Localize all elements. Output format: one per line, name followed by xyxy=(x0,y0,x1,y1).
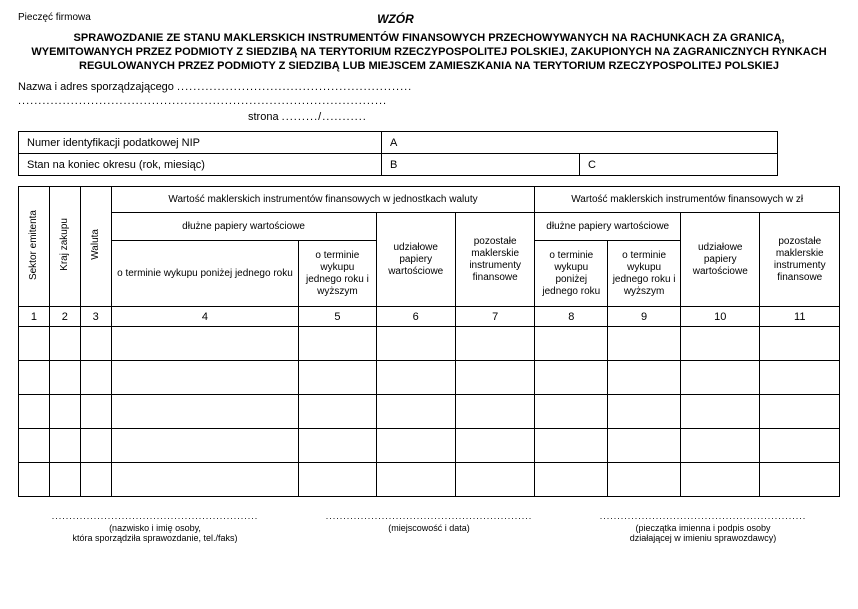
col11: pozostałe maklerskie instrumenty finanso… xyxy=(760,213,840,307)
table-row[interactable] xyxy=(19,463,840,497)
period-cell-c[interactable]: C xyxy=(580,154,778,176)
col5: o terminie wykupu jednego roku i wyższym xyxy=(299,241,376,307)
debt-group-2: dłużne papiery wartościowe xyxy=(535,213,681,241)
group-currency: Wartość maklerskich instrumentów finanso… xyxy=(111,187,535,213)
num2: 2 xyxy=(49,307,80,327)
num1: 1 xyxy=(19,307,50,327)
group-pln: Wartość maklerskich instrumentów finanso… xyxy=(535,187,840,213)
footer: ........................................… xyxy=(18,511,840,543)
nip-label: Numer identyfikacji podatkowej NIP xyxy=(19,132,382,154)
name-address-label: Nazwa i adres sporządzającego xyxy=(18,81,174,93)
col6: udziałowe papiery wartościowe xyxy=(376,213,455,307)
debt-group-1: dłużne papiery wartościowe xyxy=(111,213,376,241)
nip-cell-a[interactable]: A xyxy=(382,132,778,154)
footer-mid: (miejscowość i data) xyxy=(298,523,560,533)
main-data-table: Sektor emitenta Kraj zakupu Waluta Warto… xyxy=(18,186,840,497)
table-row[interactable] xyxy=(19,429,840,463)
footer-left-1: (nazwisko i imię osoby, xyxy=(24,523,286,533)
footer-dots-left: ........................................… xyxy=(24,511,286,521)
footer-dots-mid: ........................................… xyxy=(298,511,560,521)
col7: pozostałe maklerskie instrumenty finanso… xyxy=(455,213,534,307)
num5: 5 xyxy=(299,307,376,327)
num11: 11 xyxy=(760,307,840,327)
name-dots: ........................................… xyxy=(177,81,412,93)
col-kraj: Kraj zakupu xyxy=(57,212,73,277)
col-sektor: Sektor emitenta xyxy=(26,204,42,286)
col10: udziałowe papiery wartościowe xyxy=(681,213,760,307)
col9: o terminie wykupu jednego roku i wyższym xyxy=(608,241,681,307)
name-dots-2: ........................................… xyxy=(18,95,387,107)
num3: 3 xyxy=(80,307,111,327)
num6: 6 xyxy=(376,307,455,327)
num10: 10 xyxy=(681,307,760,327)
table-row[interactable] xyxy=(19,395,840,429)
num4: 4 xyxy=(111,307,299,327)
wzor-label: WZÓR xyxy=(11,12,780,26)
col8: o terminie wykupu poniżej jednego roku xyxy=(535,241,608,307)
num7: 7 xyxy=(455,307,534,327)
footer-right-2: działającej w imieniu sprawozdawcy) xyxy=(572,533,834,543)
page-label: strona xyxy=(248,111,279,123)
col-waluta: Waluta xyxy=(88,223,104,266)
report-title: SPRAWOZDANIE ZE STANU MAKLERSKICH INSTRU… xyxy=(28,32,830,73)
identification-table: Numer identyfikacji podatkowej NIP A Sta… xyxy=(18,131,778,176)
period-cell-b[interactable]: B xyxy=(382,154,580,176)
num8: 8 xyxy=(535,307,608,327)
page-dots: ........./........... xyxy=(282,111,367,123)
footer-right-1: (pieczątka imienna i podpis osoby xyxy=(572,523,834,533)
footer-dots-right: ........................................… xyxy=(572,511,834,521)
num9: 9 xyxy=(608,307,681,327)
table-row[interactable] xyxy=(19,327,840,361)
col4: o terminie wykupu poniżej jednego roku xyxy=(111,241,299,307)
period-label: Stan na koniec okresu (rok, miesiąc) xyxy=(19,154,382,176)
footer-left-2: która sporządziła sprawozdanie, tel./fak… xyxy=(24,533,286,543)
table-row[interactable] xyxy=(19,361,840,395)
